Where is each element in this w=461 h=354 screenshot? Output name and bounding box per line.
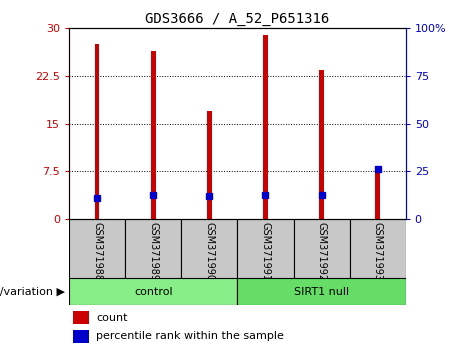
Text: control: control	[134, 287, 172, 297]
Bar	[72, 312, 89, 324]
Text: GSM371988: GSM371988	[92, 222, 102, 281]
Text: percentile rank within the sample: percentile rank within the sample	[96, 331, 284, 342]
Bar	[207, 111, 212, 219]
Text: GSM371990: GSM371990	[204, 222, 214, 281]
Text: GSM371993: GSM371993	[372, 222, 383, 281]
Bar	[69, 279, 237, 305]
Text: count: count	[96, 313, 128, 323]
Bar	[319, 70, 324, 219]
Text: GSM371991: GSM371991	[260, 222, 271, 281]
Bar	[151, 51, 155, 219]
Text: GSM371992: GSM371992	[317, 222, 326, 281]
Bar	[69, 219, 125, 279]
Bar	[237, 279, 406, 305]
Bar	[237, 219, 294, 279]
Bar	[95, 44, 100, 219]
Bar	[72, 330, 89, 343]
Bar	[263, 35, 268, 219]
Bar	[294, 219, 349, 279]
Text: genotype/variation ▶: genotype/variation ▶	[0, 287, 65, 297]
Bar	[181, 219, 237, 279]
Bar	[349, 219, 406, 279]
Text: GSM371989: GSM371989	[148, 222, 158, 281]
Title: GDS3666 / A_52_P651316: GDS3666 / A_52_P651316	[145, 12, 330, 26]
Text: SIRT1 null: SIRT1 null	[294, 287, 349, 297]
Bar	[375, 169, 380, 219]
Bar	[125, 219, 181, 279]
